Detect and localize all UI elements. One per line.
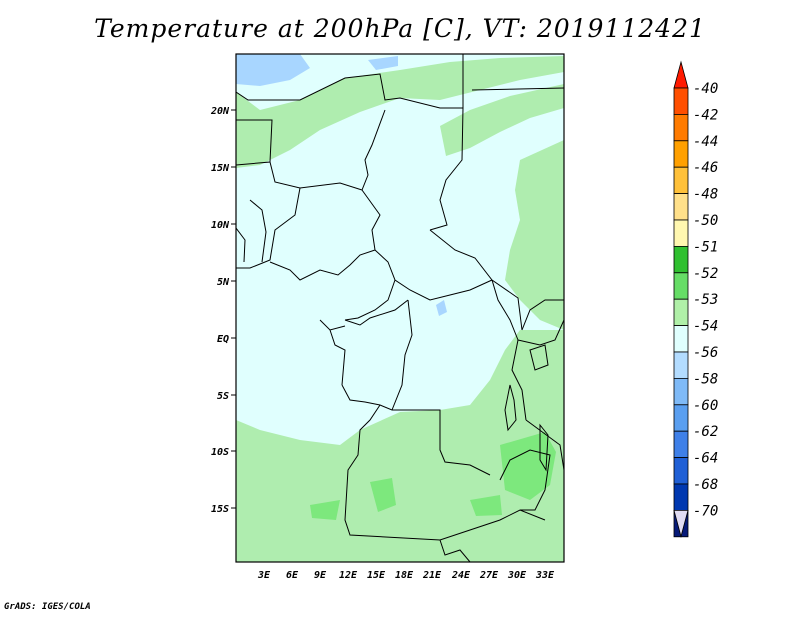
map-panel (236, 54, 564, 562)
lat-label: 5N (217, 277, 230, 288)
map-title: Temperature at 200hPa [C], VT: 201911242… (94, 14, 706, 43)
colorbar-label: -58 (693, 371, 718, 387)
colorbar (673, 60, 689, 538)
lon-label: 9E (314, 570, 327, 581)
lat-axis: 20N 15N 10N 5N EQ 5S 10S 15S (210, 106, 236, 515)
field-patch-south-4 (470, 495, 502, 516)
colorbar-label: -50 (693, 213, 718, 229)
colorbar-labels: -40 -42 -44 -46 -48 -50 -51 -52 -53 -54 -56 -58 -60 -… (693, 81, 718, 519)
colorbar-label: -44 (693, 134, 718, 150)
field-cold-topleft (236, 54, 310, 86)
colorbar-label: -56 (693, 345, 718, 361)
lon-label: 33E (535, 570, 555, 581)
colorbar-cell (673, 193, 689, 221)
colorbar-label: -60 (693, 398, 718, 414)
colorbar-bottom-arrow (673, 509, 689, 538)
colorbar-label: -46 (693, 160, 718, 176)
colorbar-cell (673, 483, 689, 511)
colorbar-cell (673, 377, 689, 406)
colorbar-cell (673, 298, 689, 327)
lat-label: 15S (211, 504, 229, 515)
lon-label: 27E (479, 570, 499, 581)
colorbar-cell (673, 457, 689, 485)
lat-label: EQ (217, 334, 229, 345)
colorbar-cell (673, 272, 689, 300)
field-north-band (236, 56, 564, 168)
lat-label: 5S (217, 391, 229, 402)
colorbar-cell (673, 404, 689, 432)
lon-label: 18E (395, 570, 414, 581)
field-patch-south-1 (500, 432, 556, 500)
colorbar-cell (673, 140, 689, 168)
lon-label: 12E (339, 570, 358, 581)
colorbar-cell (673, 325, 689, 353)
lat-label: 15N (211, 163, 230, 174)
colorbar-cell (673, 351, 689, 379)
field-east-band (505, 140, 564, 330)
lon-label: 24E (451, 570, 471, 581)
lakes (504, 344, 549, 472)
colorbar-cell (673, 430, 689, 459)
colorbar-cell (673, 114, 689, 142)
field-northeast-band (440, 84, 564, 156)
colorbar-label: -51 (693, 239, 718, 255)
colorbar-label: -53 (693, 292, 718, 308)
lon-label: 21E (422, 570, 442, 581)
colorbar-label: -64 (693, 451, 718, 467)
colorbar-cell (673, 245, 689, 274)
colorbar-top-arrow (673, 60, 689, 89)
field-cold-top (368, 56, 398, 70)
colorbar-label: -42 (693, 107, 718, 123)
colorbar-label: -52 (693, 266, 718, 282)
lon-label: 15E (367, 570, 386, 581)
lat-label: 20N (210, 106, 230, 117)
colorbar-label: -70 (693, 503, 718, 519)
colorbar-label: -68 (693, 477, 718, 493)
colorbar-label: -54 (693, 319, 718, 335)
colorbar-label: -48 (693, 187, 718, 203)
map-frame (235, 53, 565, 563)
lon-axis: 3E 6E 9E 12E 15E 18E 21E 24E 27E 30E 33E (257, 570, 555, 581)
lon-label: 6E (286, 570, 299, 581)
colorbar-label: -40 (693, 81, 718, 97)
credit-text: GrADS: IGES/COLA (4, 602, 91, 612)
field-patch-south-3 (310, 500, 340, 520)
lat-label: 10S (211, 447, 229, 458)
field-cold-patch (436, 300, 447, 316)
country-borders (236, 54, 564, 562)
field-patch-south-2 (370, 478, 396, 512)
colorbar-cell (673, 166, 689, 194)
colorbar-cell (673, 219, 689, 247)
colorbar-label: -62 (693, 424, 718, 440)
lon-label: 3E (257, 570, 271, 581)
lon-label: 30E (507, 570, 527, 581)
lat-label: 10N (211, 220, 230, 231)
colorbar-cell (673, 87, 689, 115)
